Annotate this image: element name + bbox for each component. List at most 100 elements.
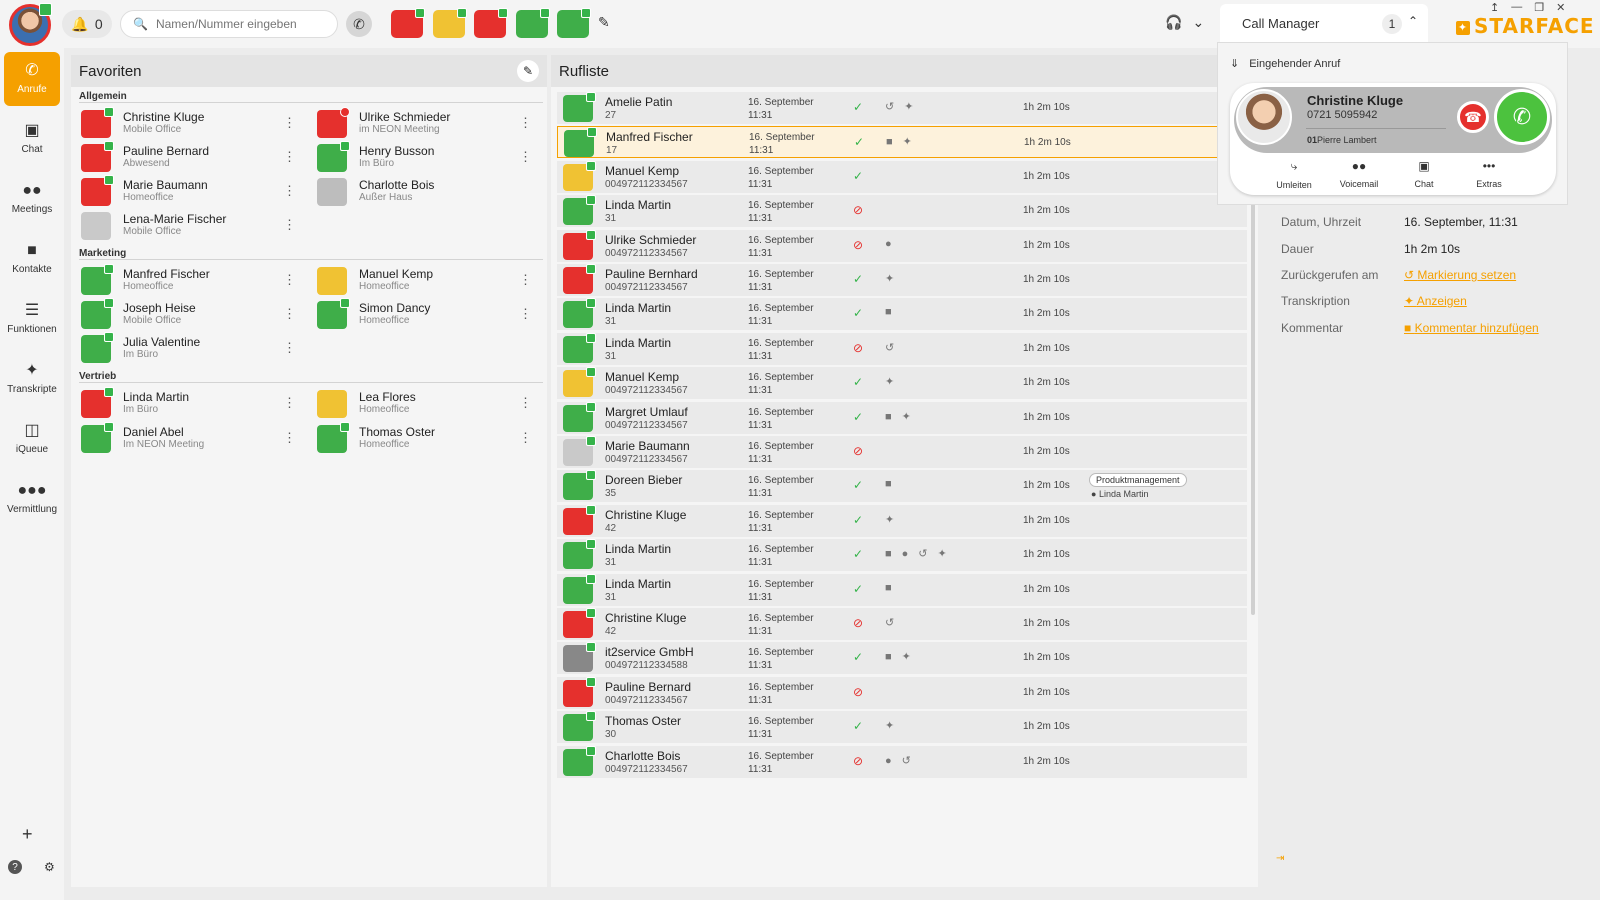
call-feature-icons[interactable]: ■✦ bbox=[885, 651, 921, 664]
more-options-icon[interactable]: ⋮ bbox=[283, 183, 296, 198]
more-options-icon[interactable]: ⋮ bbox=[283, 395, 296, 410]
call-feature-icons[interactable]: ■●↺✦ bbox=[885, 548, 957, 561]
call-list-row[interactable]: Christine Kluge 42 16. September 11:31 ⊘ ↺ 1h … bbox=[557, 608, 1247, 640]
call-list-row[interactable]: Linda Martin 31 16. September 11:31 ✓ ■ 1h 2m … bbox=[557, 573, 1247, 606]
favorite-contact[interactable]: Pauline Bernard Abwesend ⋮ bbox=[71, 141, 296, 174]
quick-favorite-avatar[interactable] bbox=[433, 8, 467, 38]
accept-call-button[interactable]: ✆ bbox=[1494, 89, 1550, 145]
quick-favorite-avatar[interactable] bbox=[557, 8, 591, 38]
call-list-row[interactable]: Linda Martin 31 16. September 11:31 ⊘ ↺ 1h 2m … bbox=[557, 332, 1247, 365]
forward-button[interactable]: ⤷ Umleiten bbox=[1264, 159, 1324, 190]
close-icon[interactable]: ✕ bbox=[1556, 2, 1566, 14]
call-list-row[interactable]: Charlotte Bois 004972112334567 16. Septemb… bbox=[557, 745, 1247, 778]
call-feature-icons[interactable]: ✦ bbox=[885, 513, 905, 526]
quick-favorite-avatar[interactable] bbox=[391, 8, 425, 38]
favorite-contact[interactable]: Ulrike Schmieder im NEON Meeting ⋮ bbox=[307, 107, 532, 140]
add-icon[interactable]: + bbox=[22, 824, 33, 844]
decline-call-button[interactable]: ☎ bbox=[1457, 101, 1489, 133]
call-feature-icons[interactable]: ■ bbox=[885, 478, 902, 491]
more-options-icon[interactable]: ⋮ bbox=[519, 149, 532, 164]
more-options-icon[interactable]: ⋮ bbox=[283, 272, 296, 287]
nav-switchboard[interactable]: ●●● Vermittlung bbox=[6, 482, 58, 516]
favorite-contact[interactable]: Joseph Heise Mobile Office ⋮ bbox=[71, 298, 296, 331]
favorite-contact[interactable]: Thomas Oster Homeoffice ⋮ bbox=[307, 422, 532, 455]
more-options-icon[interactable]: ⋮ bbox=[519, 272, 532, 287]
call-list-row[interactable]: Margret Umlauf 004972112334567 16. Septemb… bbox=[557, 401, 1247, 434]
call-list-row[interactable]: Amelie Patin 27 16. September 11:31 ✓ ↺✦ 1h 2m… bbox=[557, 92, 1247, 124]
more-options-icon[interactable]: ⋮ bbox=[283, 115, 296, 130]
call-feature-icons[interactable]: ↺✦ bbox=[885, 101, 924, 113]
headset-selector[interactable]: 🎧 ⌄ bbox=[1165, 14, 1204, 31]
add-comment-link[interactable]: ■ Kommentar hinzufügen bbox=[1404, 321, 1539, 335]
call-list-row[interactable]: Pauline Bernhard 004972112334567 16. Septe… bbox=[557, 264, 1247, 296]
call-feature-icons[interactable]: ■ bbox=[885, 581, 902, 594]
pin-icon[interactable]: ↥ bbox=[1490, 2, 1500, 14]
call-feature-icons[interactable]: ■✦ bbox=[885, 410, 921, 423]
call-feature-icons[interactable]: ✦ bbox=[885, 376, 905, 389]
call-list-row[interactable]: Linda Martin 31 16. September 11:31 ✓ ■ 1h 2m … bbox=[557, 298, 1247, 331]
more-options-icon[interactable]: ⋮ bbox=[283, 340, 296, 355]
edit-quick-favorites-icon[interactable]: ✎ bbox=[598, 14, 610, 30]
own-avatar[interactable] bbox=[9, 3, 52, 46]
more-options-icon[interactable]: ⋮ bbox=[283, 306, 296, 321]
favorite-contact[interactable]: Marie Baumann Homeoffice ⋮ bbox=[71, 175, 296, 208]
favorite-contact[interactable]: Daniel Abel Im NEON Meeting ⋮ bbox=[71, 422, 296, 455]
notification-button[interactable]: 🔔 0 bbox=[62, 10, 112, 38]
call-manager-header[interactable]: Call Manager 1 ⌃ bbox=[1220, 4, 1428, 42]
call-feature-icons[interactable]: ✦ bbox=[885, 720, 905, 733]
call-list-row[interactable]: Marie Baumann 004972112334567 16. Septembe… bbox=[557, 436, 1247, 468]
favorite-contact[interactable]: Lena-Marie Fischer Mobile Office ⋮ bbox=[71, 210, 296, 242]
call-list-row[interactable]: Thomas Oster 30 16. September 11:31 ✓ ✦ 1h 2m … bbox=[557, 711, 1247, 744]
minimize-icon[interactable]: — bbox=[1511, 1, 1523, 13]
call-list-row[interactable]: Pauline Bernard 004972112334567 16. Septem… bbox=[557, 676, 1247, 709]
call-list-row[interactable]: Manfred Fischer 17 16. September 11:31 ✓ ■✦ 1h… bbox=[557, 126, 1247, 159]
nav-functions[interactable]: ☰ Funktionen bbox=[7, 302, 57, 336]
quick-favorite-avatar[interactable] bbox=[516, 8, 550, 38]
more-options-icon[interactable]: ⋮ bbox=[283, 149, 296, 164]
voicemail-button[interactable]: ●● Voicemail bbox=[1329, 159, 1389, 189]
edit-favorites-icon[interactable]: ✎ bbox=[517, 60, 539, 82]
search-box[interactable]: 🔍 bbox=[120, 10, 338, 38]
favorite-contact[interactable]: Julia Valentine Im Büro ⋮ bbox=[71, 332, 296, 365]
call-list-row[interactable]: Ulrike Schmieder 004972112334567 16. Septe… bbox=[557, 229, 1247, 262]
collapse-panel-icon[interactable]: ⇥ bbox=[1276, 853, 1285, 864]
chevron-up-icon[interactable]: ⌃ bbox=[1408, 14, 1419, 28]
more-options-icon[interactable]: ⋮ bbox=[283, 217, 296, 232]
nav-calls[interactable]: ✆ Anrufe bbox=[4, 52, 60, 106]
favorite-contact[interactable]: Linda Martin Im Büro ⋮ bbox=[71, 387, 296, 420]
call-feature-icons[interactable]: ● bbox=[885, 237, 902, 250]
nav-transcripts[interactable]: ✦ Transkripte bbox=[7, 362, 57, 396]
help-icon[interactable]: ? bbox=[8, 860, 22, 874]
nav-chat[interactable]: ▣ Chat bbox=[21, 122, 43, 156]
favorite-contact[interactable]: Henry Busson Im Büro ⋮ bbox=[307, 141, 532, 174]
call-feature-icons[interactable]: ■ bbox=[885, 306, 902, 319]
call-feature-icons[interactable]: ●↺ bbox=[885, 754, 921, 767]
call-list-row[interactable]: it2service GmbH 004972112334588 16. Septem… bbox=[557, 642, 1247, 675]
favorite-contact[interactable]: Lea Flores Homeoffice ⋮ bbox=[307, 388, 532, 420]
nav-iqueue[interactable]: ◫ iQueue bbox=[15, 422, 49, 456]
quick-favorite-avatar[interactable] bbox=[474, 8, 508, 38]
call-list-row[interactable]: Manuel Kemp 004972112334567 16. September 1… bbox=[557, 367, 1247, 400]
scrollbar[interactable] bbox=[1251, 95, 1255, 615]
call-list-row[interactable]: Christine Kluge 42 16. September 11:31 ✓ ✦ 1h … bbox=[557, 504, 1247, 537]
maximize-icon[interactable]: ❐ bbox=[1534, 2, 1545, 14]
call-list-row[interactable]: Doreen Bieber 35 16. September 11:31 ✓ ■ 1h 2m… bbox=[557, 470, 1247, 503]
extras-button[interactable]: ••• Extras bbox=[1459, 159, 1519, 189]
more-options-icon[interactable]: ⋮ bbox=[283, 430, 296, 445]
call-list-row[interactable]: Manuel Kemp 004972112334567 16. September 1… bbox=[557, 160, 1247, 193]
chat-button[interactable]: ▣ Chat bbox=[1394, 159, 1454, 189]
favorite-contact[interactable]: Manfred Fischer Homeoffice ⋮ bbox=[71, 264, 296, 297]
call-list-row[interactable]: Linda Martin 31 16. September 11:31 ⊘ 1h 2m 1… bbox=[557, 195, 1247, 228]
favorite-contact[interactable]: Simon Dancy Homeoffice ⋮ bbox=[307, 298, 532, 331]
call-feature-icons[interactable]: ✦ bbox=[885, 273, 905, 285]
call-list-row[interactable]: Linda Martin 31 16. September 11:31 ✓ ■●↺✦ 1h … bbox=[557, 539, 1247, 572]
call-feature-icons[interactable]: ↺ bbox=[885, 617, 905, 629]
set-callback-mark-link[interactable]: ↺ Markierung setzen bbox=[1404, 268, 1517, 282]
dial-button[interactable]: ✆ bbox=[346, 11, 372, 37]
more-options-icon[interactable]: ⋮ bbox=[519, 395, 532, 410]
more-options-icon[interactable]: ⋮ bbox=[519, 306, 532, 321]
more-options-icon[interactable]: ⋮ bbox=[519, 115, 532, 130]
nav-meetings[interactable]: ●● Meetings bbox=[11, 182, 53, 216]
nav-contacts[interactable]: ■ Kontakte bbox=[12, 242, 52, 276]
search-input[interactable] bbox=[155, 17, 326, 31]
